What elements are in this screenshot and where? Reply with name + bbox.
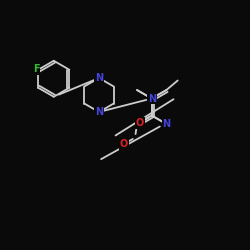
Text: O: O xyxy=(136,118,144,128)
Text: F: F xyxy=(33,64,40,74)
Text: N: N xyxy=(95,107,103,117)
Text: O: O xyxy=(120,139,128,149)
Text: N: N xyxy=(95,73,103,83)
Text: N: N xyxy=(148,94,156,104)
Text: N: N xyxy=(162,119,170,129)
Text: N: N xyxy=(148,94,156,104)
